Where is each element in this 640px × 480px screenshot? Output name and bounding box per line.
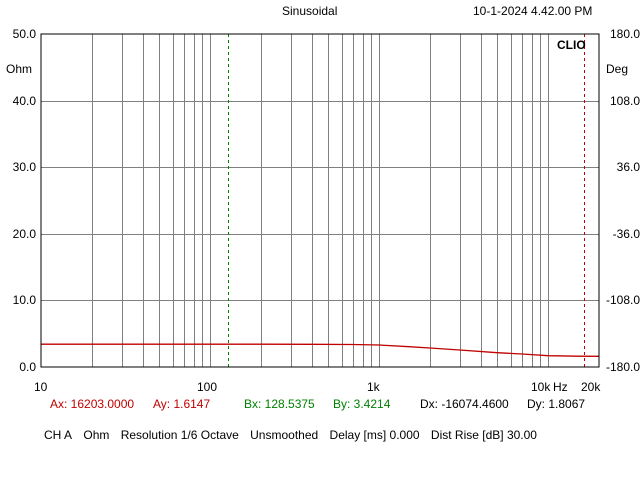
delta-x: Dx: -16074.4600	[420, 397, 509, 411]
left-tick-label: 40.0	[12, 94, 36, 108]
left-tick-label: 10.0	[12, 293, 36, 307]
right-tick-label: 108.0	[609, 94, 640, 108]
measurement-datetime: 10-1-2024 4.42.00 PM	[473, 4, 593, 18]
right-tick-label: 180.0	[609, 27, 640, 41]
delta-y: Dy: 1.8067	[527, 397, 586, 411]
measurement-mode: Sinusoidal	[282, 4, 338, 18]
x-tick-label: 20k	[581, 380, 601, 394]
smoothing-label: Unsmoothed	[250, 428, 319, 442]
left-axis-unit: Ohm	[6, 62, 33, 76]
x-tick-label: 10	[34, 380, 48, 394]
cursor-b-y: By: 3.4214	[333, 397, 391, 411]
left-tick-label: 50.0	[12, 27, 36, 41]
impedance-curve-layer	[41, 343, 600, 357]
x-unit-label: Hz	[553, 380, 568, 394]
right-axis-unit: Deg	[606, 62, 629, 76]
grid	[41, 34, 599, 367]
resolution-label: Resolution 1/6 Octave	[120, 428, 239, 442]
left-tick-label: 0.0	[19, 360, 36, 374]
unit-label: Ohm	[83, 428, 110, 442]
x-tick-label: 10k	[531, 380, 551, 394]
right-tick-label: -108.0	[605, 293, 640, 307]
plot-frame	[40, 33, 600, 368]
channel-label: CH A	[44, 428, 73, 442]
right-tick-label: -36.0	[612, 227, 640, 241]
cursor-a-x: Ax: 16203.0000	[50, 397, 135, 411]
impedance-curve-0	[41, 343, 600, 357]
right-tick-label: 36.0	[616, 160, 640, 174]
clio-logo: CLIO	[557, 38, 586, 52]
dist-rise-label: Dist Rise [dB] 30.00	[430, 428, 537, 442]
left-tick-label: 20.0	[12, 227, 36, 241]
x-tick-label: 100	[197, 380, 218, 394]
cursor-a-y: Ay: 1.6147	[153, 397, 211, 411]
status-bar: CH A Ohm Resolution 1/6 Octave Unsmoothe…	[44, 428, 545, 442]
left-tick-label: 30.0	[12, 160, 36, 174]
right-tick-label: -180.0	[605, 360, 640, 374]
delay-label: Delay [ms] 0.000	[329, 428, 420, 442]
cursor-b-x: Bx: 128.5375	[244, 397, 315, 411]
x-tick-label: 1k	[367, 380, 380, 394]
cursor-markers	[228, 34, 585, 367]
